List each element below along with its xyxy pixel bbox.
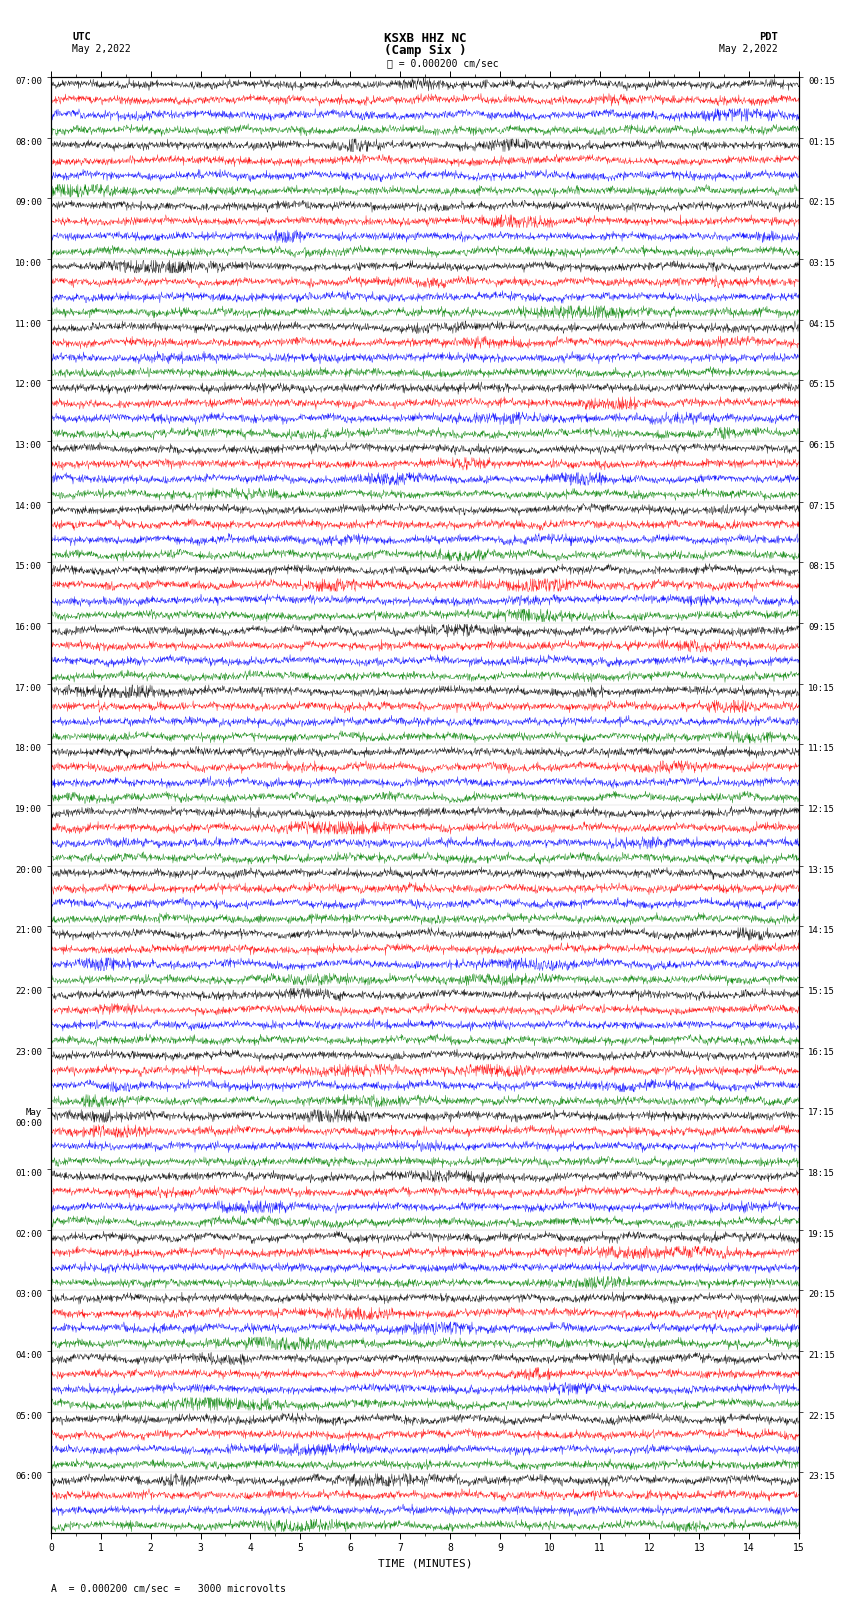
Text: May 2,2022: May 2,2022 bbox=[719, 44, 778, 53]
Text: KSXB HHZ NC: KSXB HHZ NC bbox=[383, 32, 467, 45]
Text: ⎿ = 0.000200 cm/sec: ⎿ = 0.000200 cm/sec bbox=[387, 58, 498, 68]
X-axis label: TIME (MINUTES): TIME (MINUTES) bbox=[377, 1560, 473, 1569]
Text: UTC: UTC bbox=[72, 32, 91, 42]
Text: May 2,2022: May 2,2022 bbox=[72, 44, 131, 53]
Text: PDT: PDT bbox=[759, 32, 778, 42]
Text: A  = 0.000200 cm/sec =   3000 microvolts: A = 0.000200 cm/sec = 3000 microvolts bbox=[51, 1584, 286, 1594]
Text: (Camp Six ): (Camp Six ) bbox=[383, 44, 467, 56]
